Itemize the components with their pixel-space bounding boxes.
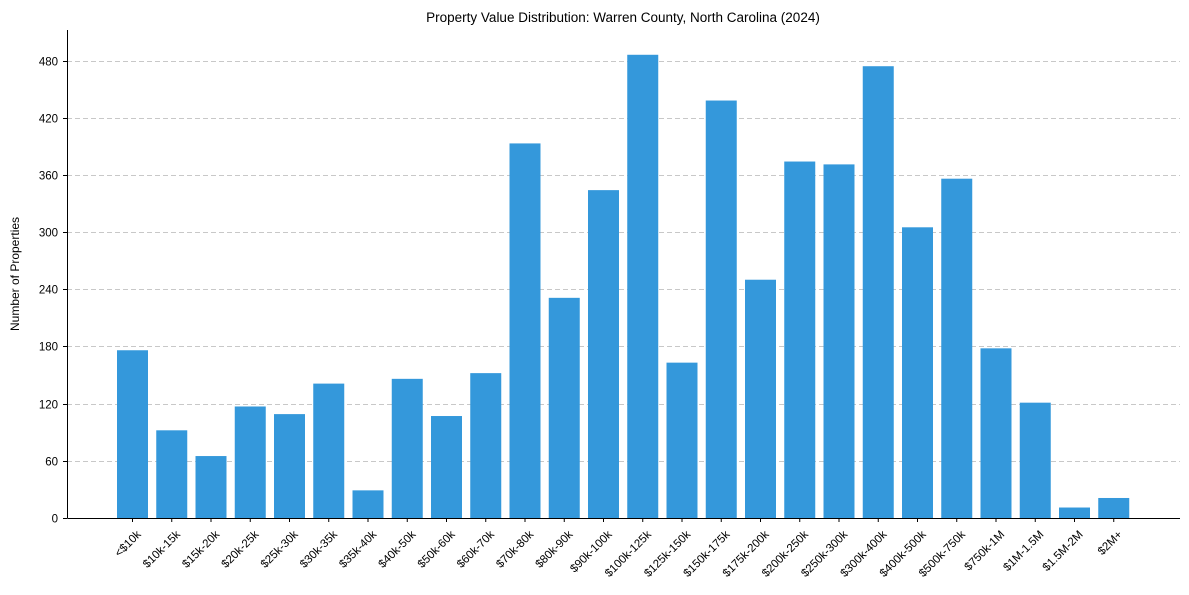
bar [1019,402,1051,518]
bar [391,378,423,518]
x-tick-label: $30k-35k [298,529,340,571]
bar [705,100,737,518]
bar [980,348,1012,518]
x-tick-label: $1.5M-2M [1041,529,1086,574]
y-tick-label: 480 [39,57,58,69]
x-tick-label: $750k-1M [963,529,1008,574]
x-tick-label: $10k-15k [141,529,183,571]
y-tick-label: 240 [39,285,58,297]
bar [509,143,541,519]
y-axis-label: Number of Properties [8,217,22,331]
bar [862,66,894,518]
bar [274,414,305,518]
bar [941,178,973,518]
bar [784,161,816,518]
bar [902,227,933,519]
bar [823,164,855,518]
chart-title: Property Value Distribution: Warren Coun… [426,10,820,25]
bar [156,430,188,518]
bar [745,279,776,518]
x-tick-label: <$10k [113,529,144,560]
x-tick-label: $15k-20k [180,529,222,571]
gridlines [67,61,1180,462]
bar [431,416,462,518]
y-tick-label: 120 [39,400,58,412]
x-tick-label: $1M-1.5M [1001,529,1046,574]
x-tick-label: $2M+ [1096,529,1125,558]
y-tick-label: 60 [45,457,58,469]
x-tick-label: $60k-70k [455,529,497,571]
bar [666,362,698,518]
x-tick-label: $25k-30k [259,529,301,571]
bar [195,456,227,518]
y-tick-label: 300 [39,228,58,240]
x-tick-label: $70k-80k [494,529,536,571]
y-tick-label: 360 [39,171,58,183]
x-tick-label: $40k-50k [377,529,419,571]
y-axis-ticks: 0 60 120 180 240 300 360 420 480 [39,57,67,526]
bar [117,350,148,518]
bar [1098,497,1130,518]
x-tick-label: $20k-25k [220,529,262,571]
x-axis-ticks: <$10k$10k-15k$15k-20k$20k-25k$25k-30k$30… [113,518,1125,580]
bar [548,297,580,518]
bar [627,54,659,518]
y-tick-label: 0 [52,514,58,526]
bar [588,190,619,519]
x-tick-label: $35k-40k [337,529,379,571]
x-tick-label: $50k-60k [416,529,458,571]
bar [234,406,266,518]
y-tick-label: 420 [39,114,58,126]
bar [313,383,345,518]
y-tick-label: 180 [39,342,58,354]
bar [352,490,384,518]
bars [117,54,1130,519]
bar [470,373,502,519]
bar [1059,507,1090,518]
